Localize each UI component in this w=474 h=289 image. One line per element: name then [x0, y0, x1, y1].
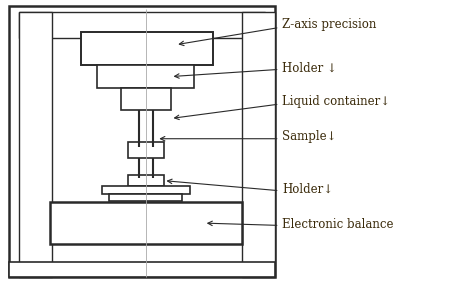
Text: Liquid container↓: Liquid container↓	[282, 95, 390, 108]
Bar	[9, 6, 275, 277]
Text: Sample↓: Sample↓	[282, 130, 337, 143]
Bar	[50, 202, 242, 244]
Bar	[128, 142, 164, 158]
Bar	[19, 12, 52, 277]
Bar	[9, 262, 275, 277]
Bar	[128, 175, 164, 186]
Text: Z-axis precision: Z-axis precision	[282, 18, 376, 31]
Bar	[19, 12, 265, 38]
Bar	[81, 32, 213, 65]
Bar	[109, 194, 182, 201]
Text: Holder ↓: Holder ↓	[282, 62, 337, 74]
Text: Holder↓: Holder↓	[282, 183, 333, 196]
Bar	[102, 186, 190, 194]
Bar	[121, 88, 171, 110]
Bar	[97, 65, 194, 88]
Text: Electronic balance: Electronic balance	[282, 218, 393, 231]
Bar	[242, 12, 275, 277]
